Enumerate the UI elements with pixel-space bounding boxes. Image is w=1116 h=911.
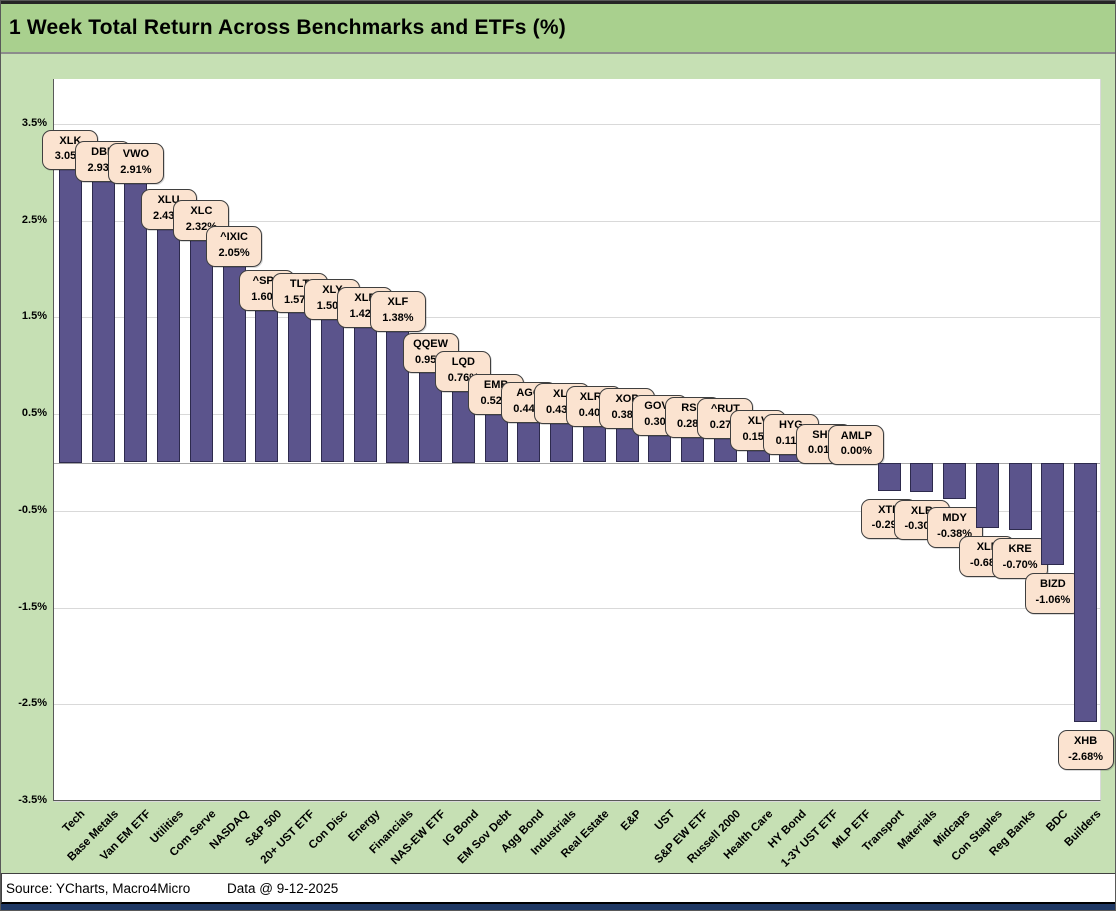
bar-callout: KRE -0.70% — [992, 538, 1049, 580]
callout-ticker: XLC — [190, 205, 213, 218]
bar-callout: XLF 1.38% — [369, 291, 426, 332]
callout-ticker: BIZD — [1040, 578, 1066, 590]
title-bar: 1 Week Total Return Across Benchmarks an… — [1, 1, 1115, 54]
x-axis-label: Tech — [61, 808, 88, 835]
bar — [58, 167, 82, 463]
callout-value: -1.06% — [1035, 593, 1071, 606]
bar-callout: AMLP 0.00% — [828, 424, 885, 466]
gridline — [54, 220, 1100, 222]
callout-ticker: KRE — [1008, 543, 1032, 556]
y-axis-label: -2.5% — [18, 697, 47, 710]
bar — [1074, 462, 1098, 722]
y-axis-label: -3.5% — [18, 793, 47, 806]
bar-callout: BIZD -1.06% — [1024, 573, 1081, 614]
callout-ticker: QQEW — [413, 337, 449, 350]
x-axis-label: E&P — [619, 808, 645, 834]
bar-callout: LQD 0.76% — [435, 351, 492, 392]
y-axis-label: -0.5% — [18, 503, 47, 516]
callout-ticker: AMLP — [840, 429, 872, 442]
bar — [582, 423, 606, 463]
callout-value: -2.68% — [1068, 750, 1104, 763]
bar — [681, 435, 705, 463]
callout-ticker: MDY — [942, 512, 967, 525]
x-axis-label: 1-3Y UST ETF — [779, 808, 842, 870]
y-axis-label: 0.5% — [21, 407, 47, 420]
bar — [189, 238, 213, 463]
callout-value: 2.91% — [120, 163, 152, 176]
bottom-accent-strip — [1, 904, 1115, 910]
zero-axis-line — [54, 462, 1100, 464]
x-axis-label: UST — [652, 808, 678, 833]
bar-callout: XHB -2.68% — [1057, 729, 1114, 771]
bar — [877, 462, 901, 491]
y-axis-label: 2.5% — [21, 213, 47, 226]
bar — [975, 462, 999, 529]
bar — [288, 310, 312, 463]
chart-title: 1 Week Total Return Across Benchmarks an… — [9, 16, 566, 39]
bar — [157, 227, 181, 463]
callout-value: -0.70% — [1002, 559, 1038, 572]
callout-ticker: XLI — [553, 387, 571, 400]
bar — [1041, 462, 1065, 565]
callout-ticker: LQD — [451, 356, 475, 368]
data-date-text: Data @ 9-12-2025 — [227, 881, 339, 896]
gridline — [54, 704, 1100, 706]
bar-callout: ^IXIC 2.05% — [206, 226, 263, 268]
callout-value: 2.05% — [218, 247, 250, 260]
bar — [320, 317, 344, 463]
gridline — [54, 510, 1100, 512]
y-axis-label: 3.5% — [21, 117, 47, 129]
gridline — [54, 317, 1100, 319]
callout-ticker: ^IXIC — [220, 231, 248, 244]
y-axis-label: -1.5% — [18, 600, 47, 613]
chart-area: XLK 3.05% DBB 2.93% VWO 2.91% XLU 2.43% XLC 2.32%… — [1, 54, 1115, 873]
callout-ticker: VWO — [122, 148, 150, 160]
x-axis-label: BDC — [1044, 808, 1071, 835]
gridline — [54, 800, 1100, 802]
bar — [943, 462, 967, 500]
bar — [1008, 462, 1032, 531]
callout-ticker: XHB — [1073, 734, 1098, 747]
bar — [648, 433, 672, 463]
callout-value: 0.00% — [840, 445, 872, 458]
bar — [91, 179, 115, 463]
callout-ticker: XLF — [387, 296, 409, 308]
footer: Source: YCharts, Macro4Micro Data @ 9-12… — [1, 873, 1115, 904]
bar — [255, 307, 279, 463]
bar — [910, 462, 934, 492]
plot-area: XLK 3.05% DBB 2.93% VWO 2.91% XLU 2.43% XLC 2.32%… — [42, 79, 1114, 802]
bar — [517, 419, 541, 463]
bar — [353, 325, 377, 463]
callout-value: 1.38% — [382, 311, 414, 324]
gridline — [54, 124, 1100, 125]
gridline — [54, 607, 1100, 609]
bar-callout: VWO 2.91% — [107, 143, 164, 184]
source-text: Source: YCharts, Macro4Micro — [6, 881, 191, 896]
bar — [550, 420, 574, 463]
y-axis-label: 1.5% — [21, 310, 47, 323]
